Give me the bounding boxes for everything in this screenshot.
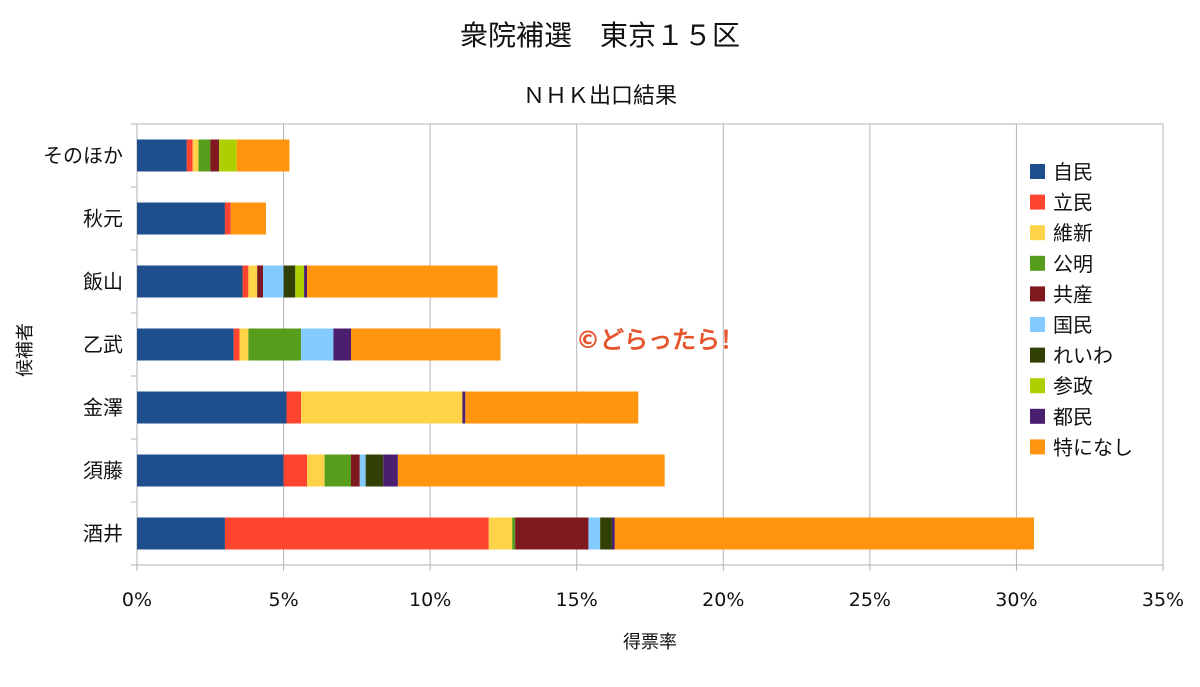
x-tick-label: 10% — [409, 589, 451, 611]
bar-segment-自民-酒井 — [137, 517, 225, 550]
legend-label: 公明 — [1053, 252, 1093, 276]
x-tick-label: 25% — [849, 589, 891, 611]
bar-segment-立民-乙武 — [233, 328, 240, 361]
bar-segment-公明-乙武 — [248, 328, 302, 361]
bar-segment-国民-須藤 — [359, 454, 366, 487]
bar-segment-都民-須藤 — [383, 454, 398, 487]
bar-segment-特になし-須藤 — [397, 454, 665, 487]
bar-segment-維新-酒井 — [488, 517, 513, 550]
chart-title: 衆院補選 東京１５区 — [459, 19, 740, 52]
legend-label: 特になし — [1053, 435, 1133, 459]
legend-swatch-維新 — [1030, 225, 1045, 241]
bar-segment-特になし-乙武 — [350, 328, 501, 361]
bar-segment-れいわ-須藤 — [365, 454, 384, 487]
bar-segment-特になし-飯山 — [307, 265, 498, 298]
bar-segment-公明-酒井 — [512, 517, 516, 550]
legend-label: 国民 — [1053, 313, 1093, 337]
legend-label: 維新 — [1053, 221, 1093, 245]
bar-segment-都民-乙武 — [333, 328, 351, 361]
bar-segment-特になし-秋元 — [230, 202, 266, 235]
bar-segment-立民-そのほか — [186, 139, 193, 172]
bar-segment-維新-そのほか — [192, 139, 199, 172]
bar-segment-自民-須藤 — [137, 454, 284, 487]
bar-segment-特になし-酒井 — [614, 517, 1035, 550]
y-tick-label: そのほか — [43, 144, 123, 168]
y-axis-label: 候補者 — [15, 323, 36, 377]
bar-segment-共産-飯山 — [257, 265, 264, 298]
bar-segment-共産-須藤 — [350, 454, 360, 487]
y-tick-label: 秋元 — [83, 207, 123, 231]
bar-segment-国民-酒井 — [588, 517, 601, 550]
bar-segment-立民-酒井 — [224, 517, 489, 550]
x-tick-label: 0% — [122, 589, 152, 611]
bar-segment-れいわ-酒井 — [600, 517, 612, 550]
y-tick-label: 須藤 — [83, 459, 123, 483]
y-tick-label: 酒井 — [83, 522, 123, 546]
bar-segment-公明-須藤 — [324, 454, 351, 487]
legend-swatch-立民 — [1030, 194, 1045, 210]
legend-swatch-れいわ — [1030, 347, 1045, 363]
x-tick-label: 35% — [1142, 589, 1184, 611]
bar-segment-維新-須藤 — [307, 454, 325, 487]
bar-segment-参政-飯山 — [295, 265, 305, 298]
watermark: ©どらったら！ — [576, 326, 744, 354]
bar-segment-都民-酒井 — [611, 517, 615, 550]
legend-label: 都民 — [1053, 405, 1093, 429]
bar-segment-立民-飯山 — [242, 265, 249, 298]
bar-segment-維新-金澤 — [301, 391, 463, 424]
bar-segment-自民-秋元 — [137, 202, 225, 235]
legend-label: 参政 — [1053, 374, 1093, 398]
x-tick-label: 30% — [995, 589, 1037, 611]
x-tick-label: 15% — [556, 589, 598, 611]
legend-swatch-公明 — [1030, 255, 1045, 271]
bar-segment-立民-秋元 — [224, 202, 231, 235]
x-tick-label: 20% — [702, 589, 744, 611]
bar-segment-維新-乙武 — [239, 328, 249, 361]
bar-segment-特になし-金澤 — [465, 391, 639, 424]
bar-segment-立民-須藤 — [283, 454, 308, 487]
bar-segment-自民-飯山 — [137, 265, 243, 298]
chart-subtitle: ＮＨＫ出口結果 — [522, 84, 677, 109]
bar-segment-維新-飯山 — [248, 265, 258, 298]
y-tick-label: 乙武 — [83, 333, 123, 357]
x-tick-label: 5% — [268, 589, 298, 611]
legend-swatch-参政 — [1030, 378, 1045, 394]
bar-segment-立民-金澤 — [286, 391, 302, 424]
legend-swatch-国民 — [1030, 317, 1045, 332]
bar-segment-自民-そのほか — [137, 139, 187, 172]
bar-segment-自民-金澤 — [137, 391, 287, 424]
bar-segment-共産-そのほか — [210, 139, 220, 172]
bar-segment-自民-乙武 — [137, 328, 234, 361]
bar-segment-れいわ-飯山 — [283, 265, 296, 298]
legend-swatch-特になし — [1030, 439, 1045, 455]
legend-label: 自民 — [1053, 160, 1093, 184]
bar-segment-特になし-そのほか — [236, 139, 290, 172]
legend-label: れいわ — [1053, 344, 1113, 368]
legend-label: 立民 — [1053, 191, 1093, 215]
bar-segment-公明-そのほか — [198, 139, 211, 172]
legend-swatch-自民 — [1030, 164, 1045, 179]
bar-segment-国民-乙武 — [301, 328, 334, 361]
legend-swatch-共産 — [1030, 286, 1045, 302]
bar-segment-都民-飯山 — [304, 265, 308, 298]
bar-segment-参政-そのほか — [219, 139, 237, 172]
x-axis-label: 得票率 — [623, 632, 677, 653]
y-tick-label: 金澤 — [83, 396, 123, 420]
bar-segment-共産-酒井 — [515, 517, 589, 550]
legend-label: 共産 — [1053, 282, 1093, 306]
bar-segment-国民-飯山 — [263, 265, 284, 298]
y-tick-label: 飯山 — [83, 270, 123, 294]
legend-swatch-都民 — [1030, 408, 1045, 424]
bar-segment-都民-金澤 — [462, 391, 466, 424]
